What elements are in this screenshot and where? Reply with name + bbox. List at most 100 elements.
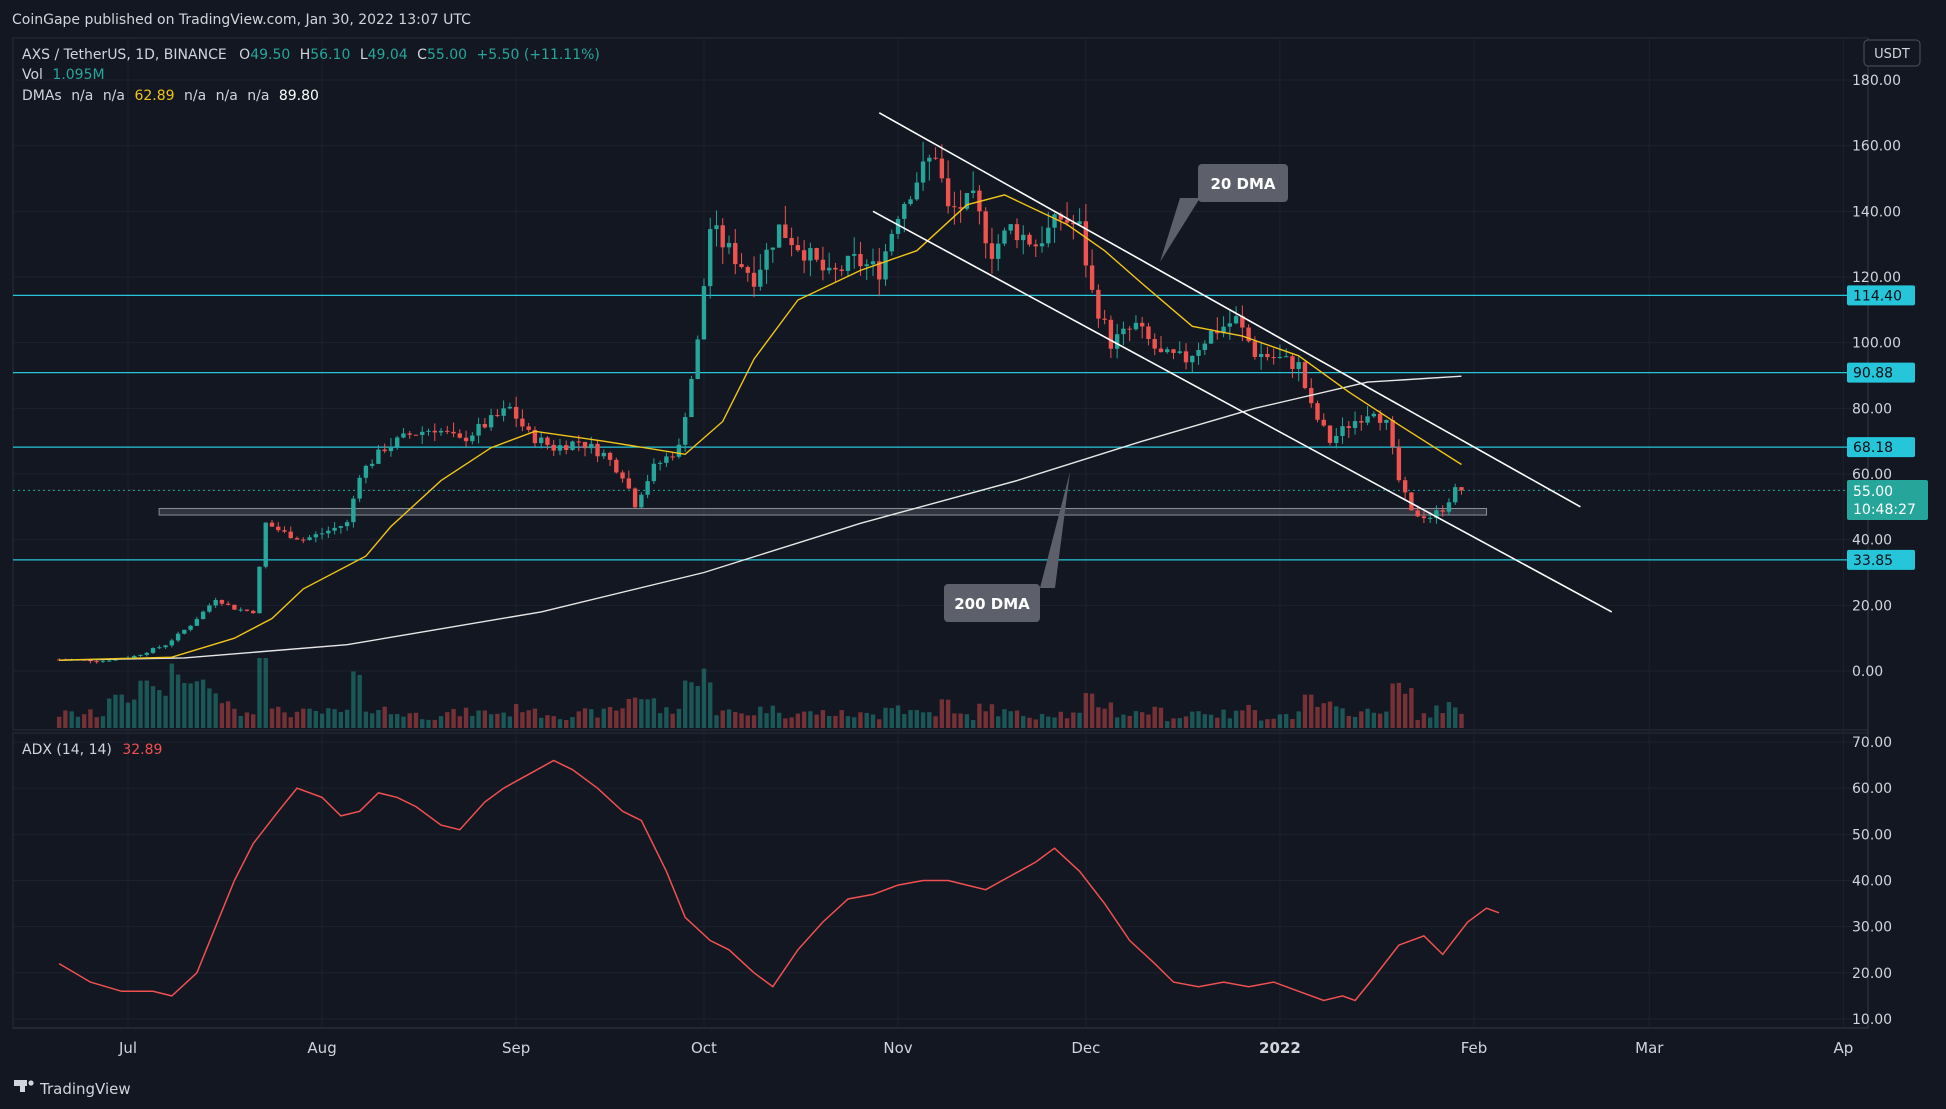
level-price-tags: 114.40 90.88 68.18 33.85 — [1847, 285, 1915, 570]
candle-body — [1421, 516, 1427, 519]
candle-body — [808, 248, 813, 261]
candle-body — [1315, 403, 1320, 420]
volume-bar — [808, 711, 813, 728]
volume-bar — [551, 716, 556, 728]
candle-body — [144, 652, 149, 655]
volume-bar — [814, 714, 819, 728]
volume-bar — [682, 680, 688, 728]
candle-body — [1014, 224, 1020, 241]
candle-body — [1121, 328, 1126, 335]
volume-bar — [1346, 715, 1351, 728]
adx-line — [58, 759, 1500, 1002]
candle-body — [269, 522, 275, 527]
volume-bar — [927, 712, 932, 728]
symbol-legend[interactable]: AXS / TetherUS, 1D, BINANCE O49.50 H56.1… — [22, 47, 600, 104]
candle-body — [758, 269, 763, 287]
candle-body — [1058, 214, 1064, 220]
volume-bar — [395, 714, 400, 728]
candle-body — [970, 190, 976, 194]
candle-body — [1183, 351, 1189, 363]
volume-bar — [1227, 718, 1233, 728]
candle-body — [351, 498, 356, 523]
published-by-text: CoinGape published on TradingView.com, J… — [12, 12, 471, 28]
volume-bar — [125, 702, 131, 728]
volume-bar — [369, 713, 375, 728]
volume-bar — [232, 708, 237, 728]
volume-bar — [150, 686, 156, 728]
candle-body — [858, 254, 863, 267]
level-tag-bg — [1847, 549, 1915, 570]
y-tick-label: 40.00 — [1852, 533, 1892, 549]
volume-bar — [1064, 718, 1070, 728]
candle-body — [276, 526, 281, 531]
dma-na-1: n/a — [71, 88, 93, 104]
volume-bar — [1171, 718, 1176, 728]
time-axis[interactable]: Jul Aug Sep Oct Nov Dec 2022 Feb Mar Ap — [118, 1039, 1853, 1057]
adx-axis[interactable]: 70.00 60.00 50.00 40.00 30.00 20.00 10.00 — [1852, 735, 1892, 1028]
candle-body — [401, 433, 406, 438]
adx-tick-label: 60.00 — [1852, 781, 1892, 797]
volume-bar — [1096, 707, 1101, 728]
adx-legend[interactable]: ADX (14, 14) 32.89 — [22, 742, 162, 758]
candle-body — [883, 251, 888, 280]
candle-body — [1427, 517, 1433, 519]
volume-bar — [1165, 721, 1170, 728]
volume-bar — [695, 685, 700, 728]
volume-bar — [1027, 717, 1032, 728]
level-tag-bg — [1847, 437, 1915, 458]
dma20-value: 62.89 — [134, 88, 174, 104]
candle-body — [532, 429, 538, 444]
candle-body — [1196, 349, 1201, 356]
candle-body — [538, 437, 544, 444]
volume-bar — [964, 714, 970, 728]
candle-body — [1102, 318, 1107, 320]
dma200-callout-text: 200 DMA — [954, 595, 1030, 613]
volume-bar — [538, 717, 544, 728]
volume-bar — [1409, 688, 1414, 728]
volume-bar — [1446, 702, 1452, 728]
volume-bar — [726, 709, 732, 728]
volume-bar — [532, 708, 538, 728]
x-tick-label: Nov — [883, 1039, 912, 1057]
horizontal-levels — [13, 294, 1868, 561]
volume-bar — [294, 711, 300, 728]
candle-body — [1146, 326, 1151, 340]
adx-tick-label: 40.00 — [1852, 874, 1892, 890]
volume-bar — [213, 693, 218, 728]
volume-bar — [676, 708, 682, 728]
candle-body — [770, 247, 776, 250]
candle-body — [745, 267, 750, 273]
volume-bar — [257, 658, 262, 728]
volume-bar — [282, 712, 287, 728]
volume-bar — [332, 709, 337, 728]
price-axis[interactable]: 180.00 160.00 140.00 120.00 100.00 80.00 60.00… — [1852, 73, 1901, 680]
candle-body — [169, 640, 175, 646]
tradingview-logo[interactable]: TradingView — [14, 1080, 131, 1098]
candle-body — [407, 433, 412, 435]
volume-bar — [1296, 711, 1301, 728]
candle-body — [864, 264, 869, 267]
candle-body — [1359, 421, 1364, 423]
volume-bar — [1384, 711, 1389, 728]
candle-body — [369, 463, 375, 466]
open-label: O — [239, 47, 250, 63]
volume-bar — [476, 710, 481, 728]
candle-body — [163, 645, 168, 648]
currency-button[interactable]: USDT — [1863, 39, 1921, 67]
bar-countdown: 10:48:27 — [1853, 502, 1916, 518]
candle-body — [751, 272, 757, 287]
volume-bar — [914, 710, 920, 728]
candle-body — [319, 533, 325, 535]
candle-body — [833, 267, 838, 270]
dmas-label: DMAs — [22, 88, 62, 104]
candle-body — [1283, 356, 1289, 358]
candle-body — [614, 459, 619, 473]
candle-body — [739, 264, 744, 268]
candle-body — [1039, 243, 1045, 247]
volume-bar — [639, 699, 644, 728]
volume-bar — [445, 712, 450, 728]
volume-bar — [307, 708, 312, 728]
dma20-callout: 20 DMA — [1160, 164, 1288, 262]
dma20-line — [59, 194, 1462, 661]
